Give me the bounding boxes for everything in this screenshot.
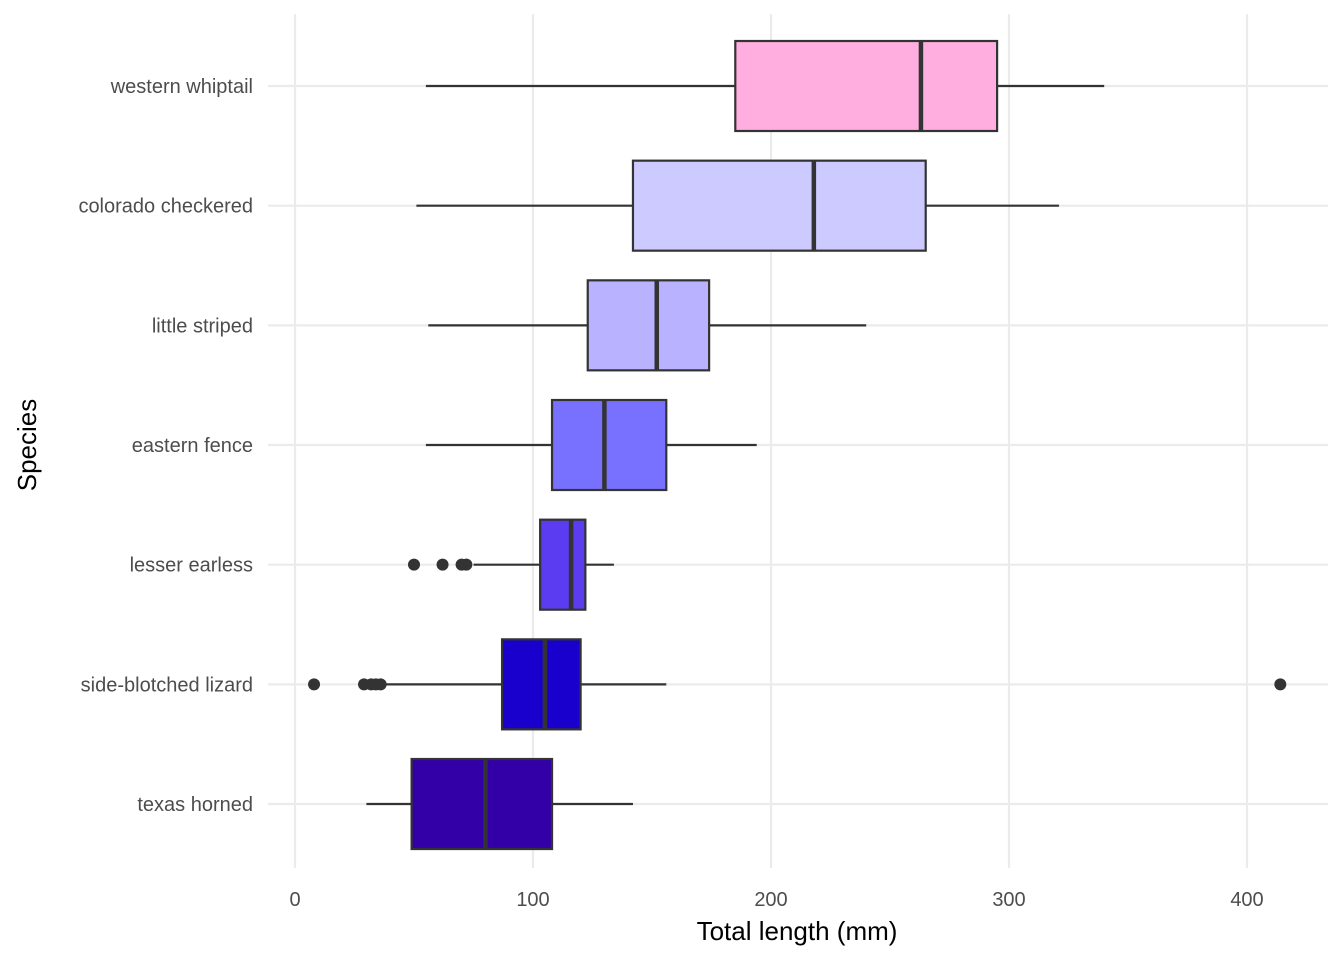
box-western-whiptail	[425, 39, 1105, 133]
y-tick-label: eastern fence	[132, 435, 253, 457]
y-tick-label: colorado checkered	[78, 196, 253, 218]
x-tick-label: 100	[516, 889, 549, 911]
box-texas-horned	[366, 757, 633, 851]
y-tick-label: side-blotched lizard	[81, 674, 253, 696]
box-iqr	[550, 398, 668, 492]
outlier-point	[408, 558, 420, 571]
y-tick-label: texas horned	[137, 794, 253, 816]
box-little-striped	[428, 279, 867, 372]
y-tick-label: western whiptail	[110, 76, 253, 98]
box-eastern-fence	[425, 398, 757, 492]
box-lesser-earless	[408, 518, 614, 611]
x-tick-label: 400	[1230, 889, 1263, 911]
outlier-point	[1274, 678, 1287, 691]
y-axis-title: Species	[12, 399, 42, 492]
box-iqr	[410, 757, 554, 851]
box-series	[308, 39, 1287, 851]
outlier-point	[460, 558, 473, 571]
box-iqr	[631, 159, 927, 252]
y-tick-labels: western whiptail colorado checkered little…	[78, 76, 253, 816]
y-tick-label: little striped	[152, 315, 253, 337]
x-tick-labels: 0 100 200 300 400	[289, 889, 1263, 911]
x-axis-title: Total length (mm)	[697, 916, 898, 946]
box-iqr	[734, 39, 999, 133]
grid-lines	[268, 14, 1328, 868]
x-tick-label: 0	[289, 889, 300, 911]
outlier-point	[436, 558, 449, 571]
box-iqr	[500, 638, 582, 731]
y-tick-label: lesser earless	[130, 555, 253, 577]
x-tick-label: 300	[992, 889, 1025, 911]
box-iqr	[539, 518, 587, 611]
box-side-blotched-lizard	[308, 638, 1287, 731]
box-colorado-checkered	[416, 159, 1059, 252]
x-tick-label: 200	[754, 889, 787, 911]
box-iqr	[586, 279, 711, 372]
outlier-point	[308, 678, 321, 691]
outlier-point	[374, 678, 387, 691]
